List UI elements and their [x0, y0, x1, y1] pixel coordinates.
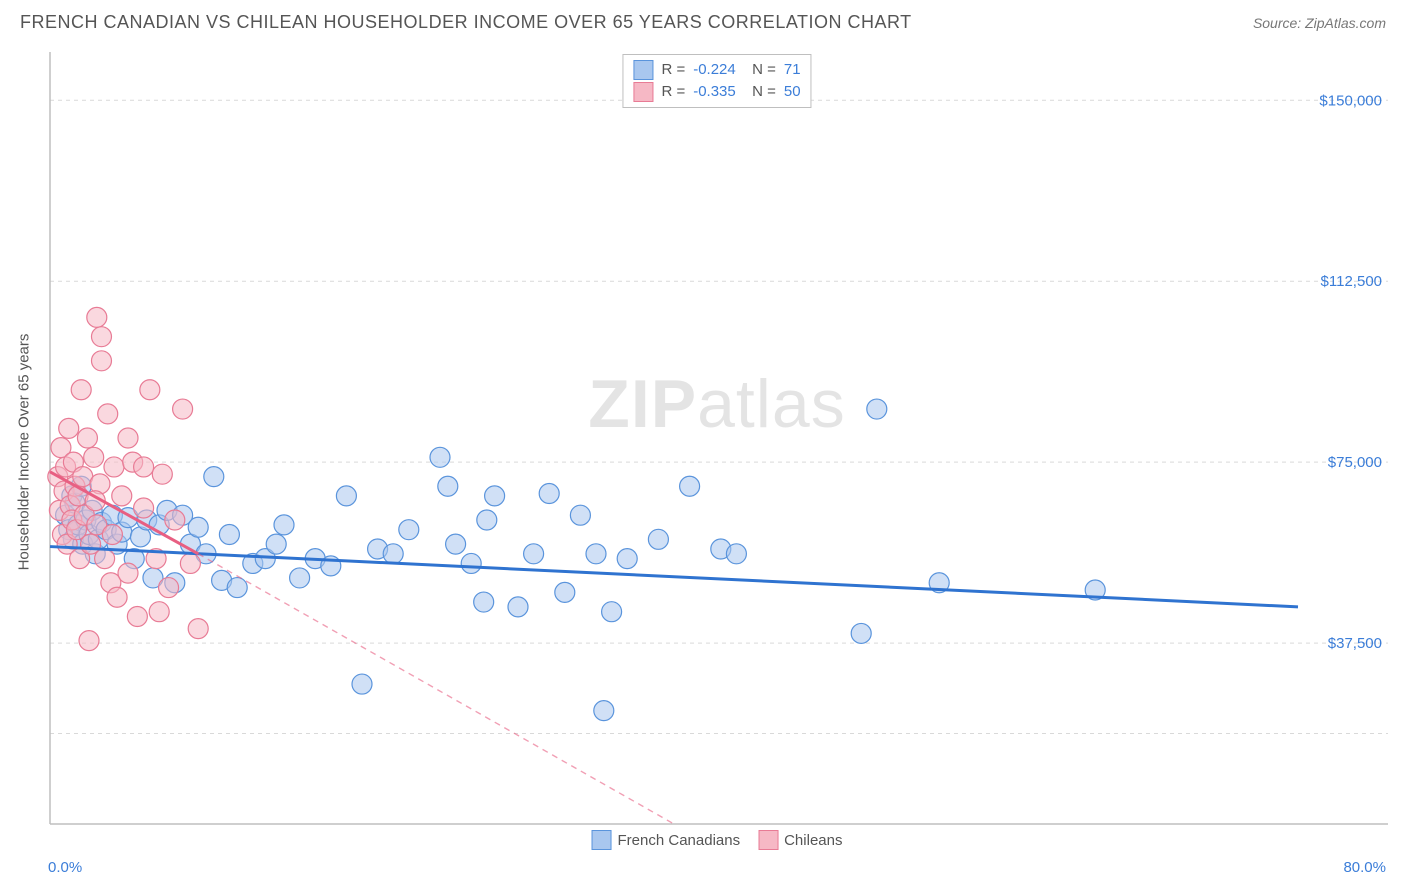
- legend-swatch-1: [633, 82, 653, 102]
- legend-row-series-1: R = -0.335 N = 50: [633, 81, 800, 103]
- chart-area: Householder Income Over 65 years $37,500…: [46, 52, 1388, 852]
- chart-header: FRENCH CANADIAN VS CHILEAN HOUSEHOLDER I…: [0, 0, 1406, 41]
- chart-title: FRENCH CANADIAN VS CHILEAN HOUSEHOLDER I…: [20, 12, 912, 33]
- series-legend: French Canadians Chileans: [592, 830, 843, 850]
- svg-text:$150,000: $150,000: [1319, 92, 1382, 109]
- chart-source: Source: ZipAtlas.com: [1253, 15, 1386, 31]
- y-axis-label: Householder Income Over 65 years: [16, 334, 33, 571]
- svg-text:$112,500: $112,500: [1321, 273, 1382, 290]
- correlation-legend: R = -0.224 N = 71 R = -0.335 N = 50: [622, 54, 811, 108]
- legend-bottom-swatch-0: [592, 830, 612, 850]
- x-axis-max-label: 80.0%: [1343, 859, 1386, 876]
- svg-text:$37,500: $37,500: [1328, 635, 1382, 652]
- x-axis-min-label: 0.0%: [48, 859, 82, 876]
- legend-bottom-swatch-1: [758, 830, 778, 850]
- scatter-plot: $37,500 $75,000 $112,500 $150,000: [46, 52, 1388, 852]
- legend-item-1: Chileans: [758, 830, 842, 850]
- legend-item-0: French Canadians: [592, 830, 741, 850]
- legend-row-series-0: R = -0.224 N = 71: [633, 59, 800, 81]
- svg-text:$75,000: $75,000: [1328, 454, 1382, 471]
- legend-swatch-0: [633, 60, 653, 80]
